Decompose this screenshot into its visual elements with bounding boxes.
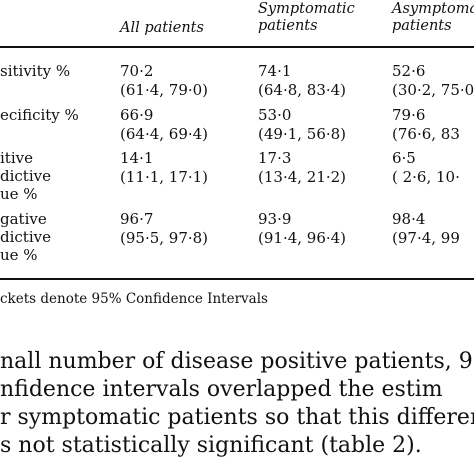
column-header-line: Symptomatic bbox=[258, 1, 355, 17]
cell-ci: (91·4, 96·4) bbox=[258, 229, 347, 247]
table-cell: 52·6 (30·2, 75·0) bbox=[392, 62, 474, 100]
table-cell: 6·5 ( 2·6, 10· bbox=[392, 149, 460, 187]
table-cell: 53·0 (49·1, 56·8) bbox=[258, 106, 346, 144]
cell-value: 52·6 bbox=[392, 62, 426, 80]
row-label-line: ue % bbox=[0, 246, 38, 264]
table-cell: 93·9 (91·4, 96·4) bbox=[258, 210, 346, 248]
table-header-rule bbox=[0, 46, 474, 48]
cell-value: 70·2 bbox=[120, 62, 154, 80]
cell-ci: (30·2, 75·0) bbox=[392, 81, 474, 99]
table-cell: 17·3 (13·4, 21·2) bbox=[258, 149, 346, 187]
table-cell: 96·7 (95·5, 97·8) bbox=[120, 210, 208, 248]
cell-ci: (13·4, 21·2) bbox=[258, 168, 347, 186]
cell-ci: (64·4, 69·4) bbox=[120, 125, 209, 143]
cell-ci: (61·4, 79·0) bbox=[120, 81, 209, 99]
table-cell: 70·2 (61·4, 79·0) bbox=[120, 62, 208, 100]
cell-value: 66·9 bbox=[120, 106, 154, 124]
table-cell: 98·4 (97·4, 99 bbox=[392, 210, 460, 248]
cell-value: 53·0 bbox=[258, 106, 292, 124]
body-text-line: nfidence intervals overlapped the estim bbox=[0, 377, 443, 402]
cell-value: 17·3 bbox=[258, 149, 292, 167]
row-label-line: sitivity % bbox=[0, 62, 71, 80]
column-header-line: patients bbox=[392, 18, 452, 34]
cell-ci: (76·6, 83 bbox=[392, 125, 460, 143]
table-cell: 66·9 (64·4, 69·4) bbox=[120, 106, 208, 144]
cell-ci: (64·8, 83·4) bbox=[258, 81, 347, 99]
cell-value: 96·7 bbox=[120, 210, 154, 228]
body-text-line: r symptomatic patients so that this diff… bbox=[0, 405, 474, 430]
row-label-line: ecificity % bbox=[0, 106, 79, 124]
row-label-sensitivity: sitivity % bbox=[0, 62, 70, 80]
row-label-line: ue % bbox=[0, 185, 38, 203]
table-cell: 79·6 (76·6, 83 bbox=[392, 106, 460, 144]
cell-value: 98·4 bbox=[392, 210, 426, 228]
cell-value: 6·5 bbox=[392, 149, 416, 167]
cell-ci: (11·1, 17·1) bbox=[120, 168, 209, 186]
body-text-line: nall number of disease positive patients… bbox=[0, 349, 474, 374]
row-label-specificity: ecificity % bbox=[0, 106, 79, 124]
table-cell: 74·1 (64·8, 83·4) bbox=[258, 62, 346, 100]
cell-ci: (49·1, 56·8) bbox=[258, 125, 347, 143]
column-header-all-patients: All patients bbox=[120, 20, 204, 37]
column-header-line: patients bbox=[258, 18, 318, 34]
cell-value: 14·1 bbox=[120, 149, 154, 167]
row-label-negative-predictive-value: gative dictive ue % bbox=[0, 210, 51, 264]
column-header-asymptomatic: Asymptomatic patients bbox=[392, 1, 474, 35]
cell-value: 93·9 bbox=[258, 210, 292, 228]
cell-ci: (97·4, 99 bbox=[392, 229, 460, 247]
table-footnote: ckets denote 95% Confidence Intervals bbox=[0, 291, 268, 307]
cell-value: 79·6 bbox=[392, 106, 426, 124]
table-cell: 14·1 (11·1, 17·1) bbox=[120, 149, 208, 187]
row-label-line: itive bbox=[0, 149, 33, 167]
row-label-line: dictive bbox=[0, 167, 51, 185]
table-bottom-rule bbox=[0, 278, 474, 280]
row-label-line: dictive bbox=[0, 228, 51, 246]
row-label-positive-predictive-value: itive dictive ue % bbox=[0, 149, 51, 203]
cell-ci: (95·5, 97·8) bbox=[120, 229, 209, 247]
cell-ci: ( 2·6, 10· bbox=[392, 168, 460, 186]
column-header-line: All patients bbox=[120, 20, 204, 36]
cell-value: 74·1 bbox=[258, 62, 292, 80]
body-text-line: s not statistically significant (table 2… bbox=[0, 433, 422, 458]
column-header-line: Asymptomatic bbox=[392, 1, 474, 17]
column-header-symptomatic: Symptomatic patients bbox=[258, 1, 355, 35]
row-label-line: gative bbox=[0, 210, 47, 228]
